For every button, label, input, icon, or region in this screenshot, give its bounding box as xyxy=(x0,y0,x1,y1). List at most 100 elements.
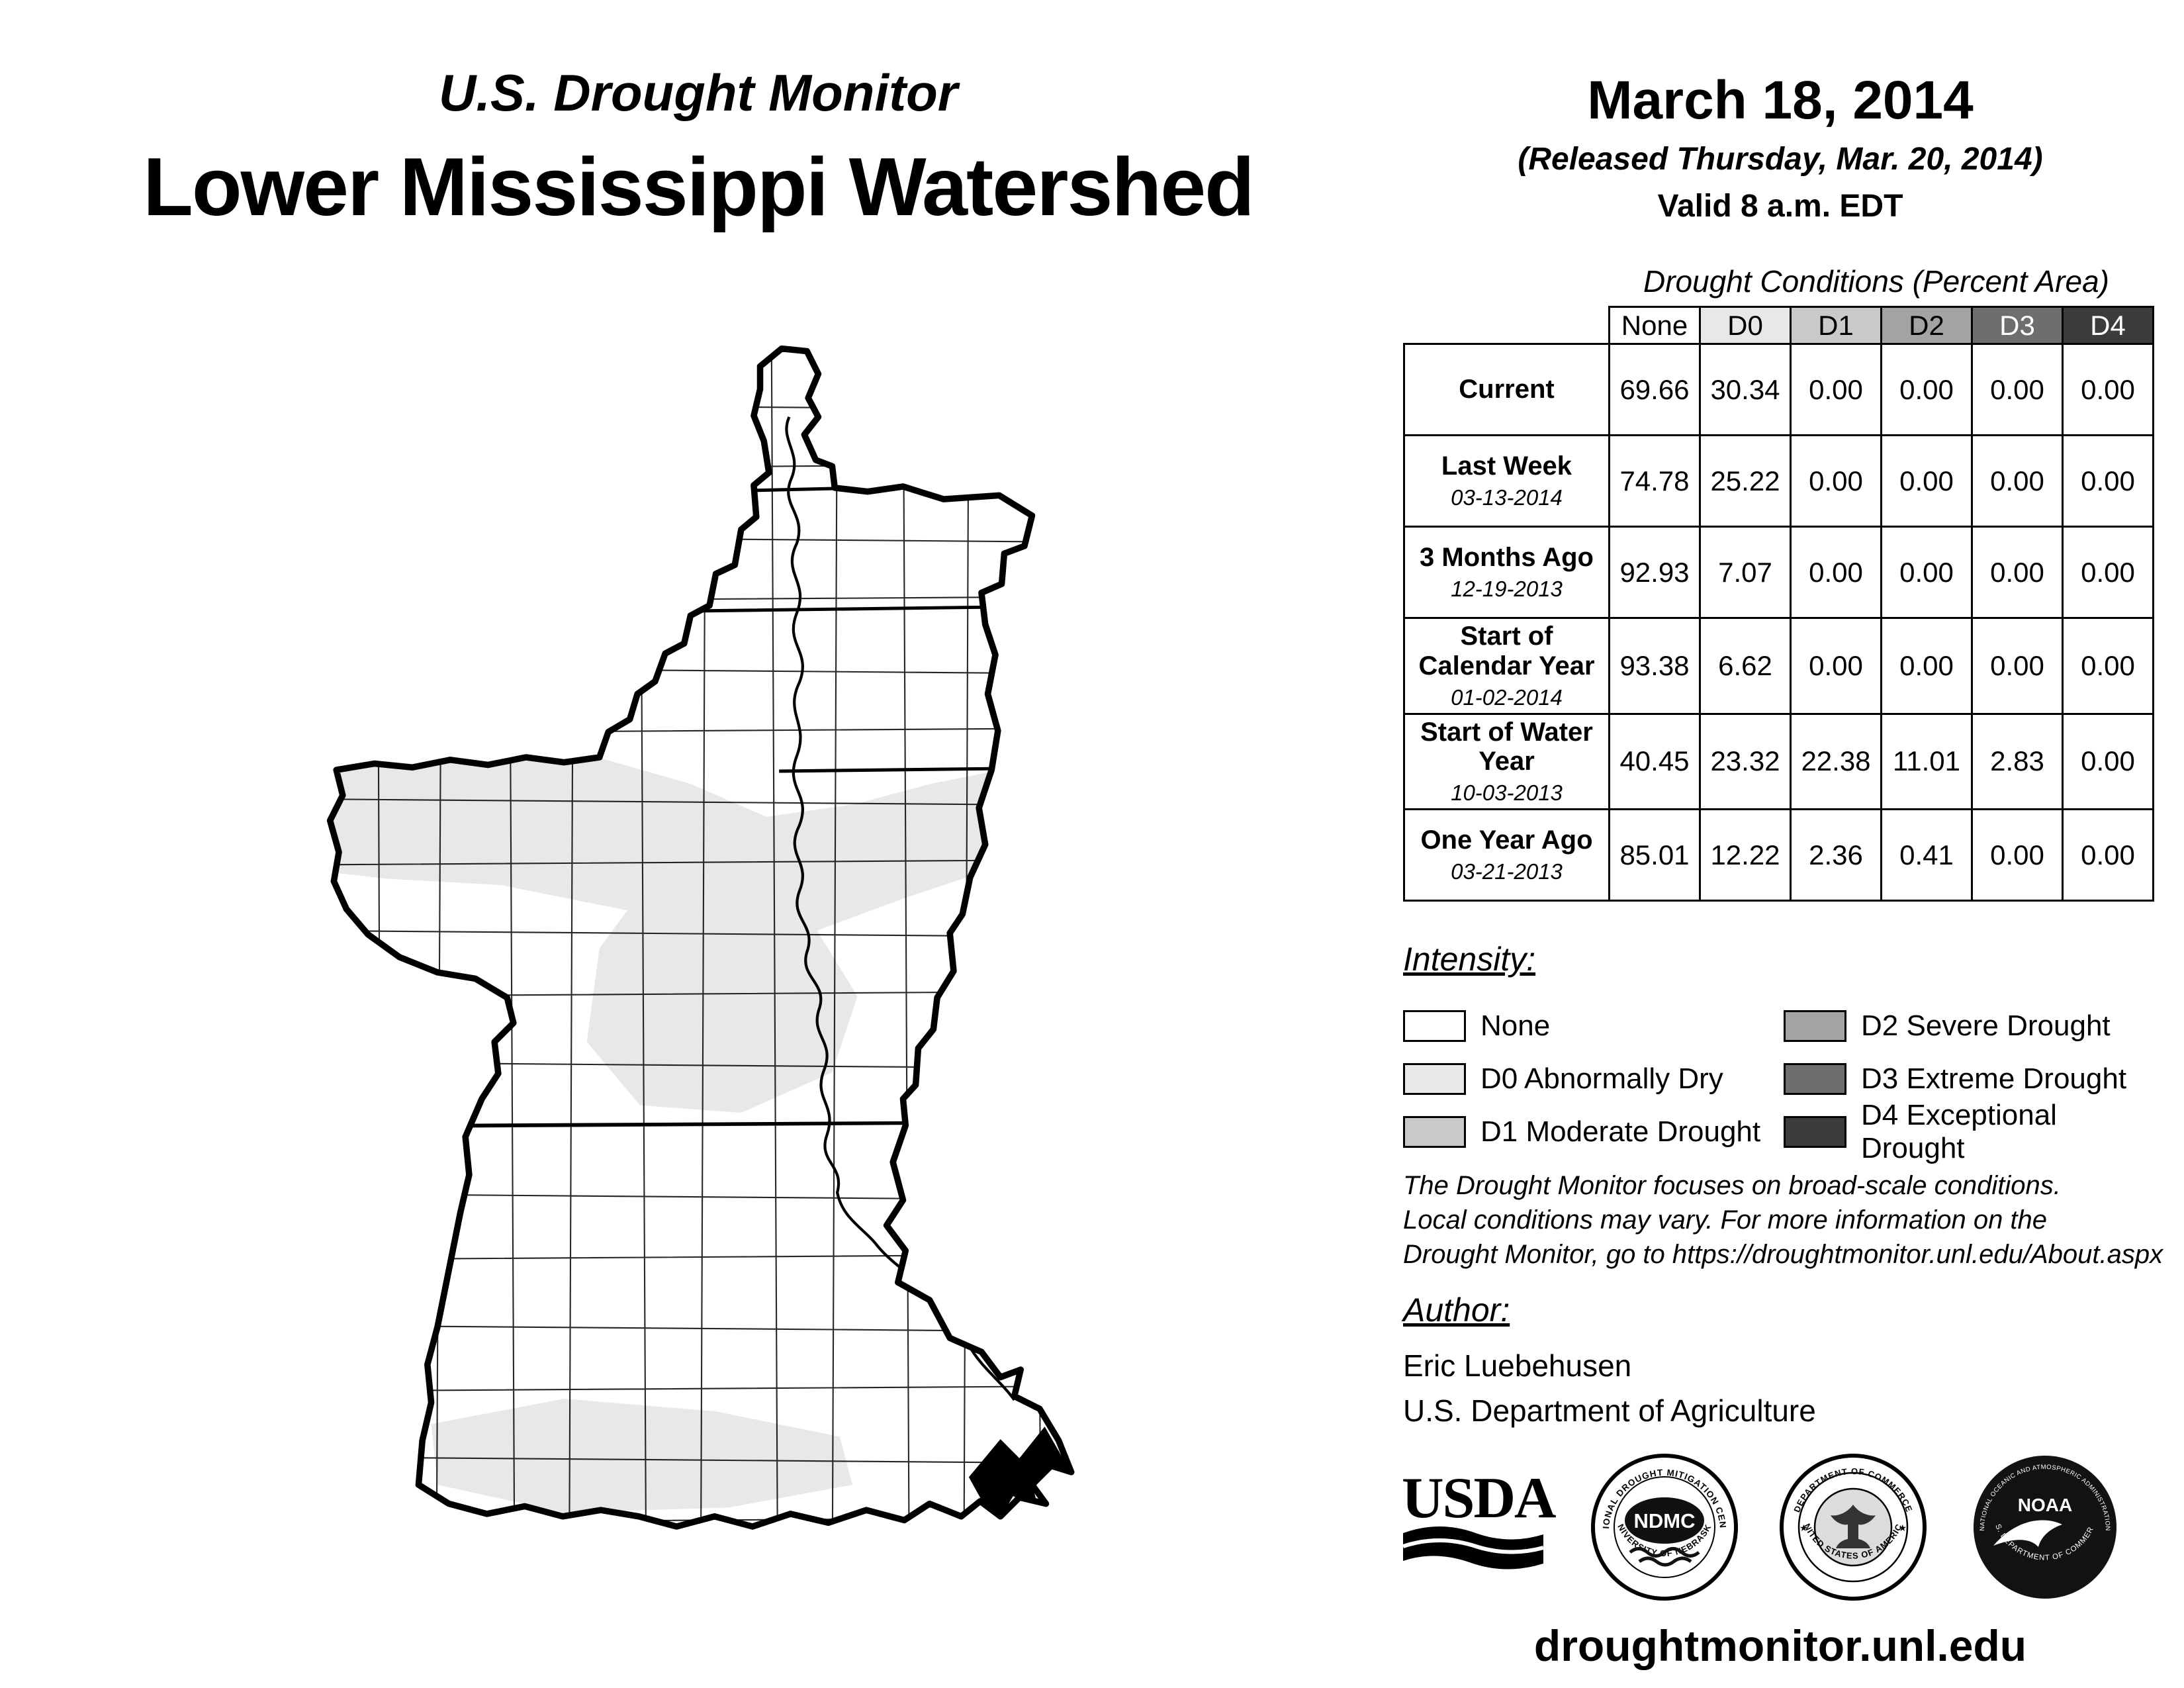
legend-title: Intensity: xyxy=(1403,941,1536,978)
col-header-d1: D1 xyxy=(1790,306,1882,345)
cell-value: 2.36 xyxy=(1790,808,1882,902)
row-label-start-water-year: Start of Water Year 10-03-2013 xyxy=(1403,712,1610,811)
row-label-start-calendar-year: Start of Calendar Year 01-02-2014 xyxy=(1403,617,1610,715)
author-block: Author: Eric Luebehusen U.S. Department … xyxy=(1403,1291,1816,1429)
usda-logo: USDA xyxy=(1402,1470,1557,1573)
cell-value: 0.00 xyxy=(1971,808,2064,902)
legend-swatch-d4 xyxy=(1784,1116,1846,1148)
table-row-one-year-ago: One Year Ago 03-21-2013 85.01 12.22 2.36… xyxy=(1403,808,2154,902)
cell-value: 0.00 xyxy=(1971,617,2064,715)
delta-birdfoot xyxy=(968,1427,1070,1518)
map-header: U.S. Drought Monitor Lower Mississippi W… xyxy=(36,63,1360,234)
legend-swatch-d2 xyxy=(1784,1010,1846,1042)
usda-field-symbol xyxy=(1402,1526,1544,1570)
date-block: March 18, 2014 (Released Thursday, Mar. … xyxy=(1416,70,2144,224)
table-row-current: Current 69.66 30.34 0.00 0.00 0.00 0.00 xyxy=(1403,343,2154,436)
cell-value: 69.66 xyxy=(1608,343,1701,436)
cell-value: 30.34 xyxy=(1699,343,1792,436)
cell-value: 0.00 xyxy=(1880,343,1973,436)
legend-swatch-d1 xyxy=(1403,1116,1466,1148)
table-header-row: None D0 D1 D2 D3 D4 xyxy=(1404,306,2154,345)
cell-value: 6.62 xyxy=(1699,617,1792,715)
legend-item-d4: D4 Exceptional Drought xyxy=(1784,1099,2164,1165)
valid-time: Valid 8 a.m. EDT xyxy=(1657,189,1903,224)
col-header-none: None xyxy=(1608,306,1701,345)
disclaimer-line-2: Local conditions may vary. For more info… xyxy=(1403,1205,2048,1235)
cell-value: 93.38 xyxy=(1608,617,1701,715)
cell-value: 12.22 xyxy=(1699,808,1792,902)
disclaimer: The Drought Monitor focuses on broad-sca… xyxy=(1403,1168,2177,1272)
cell-value: 0.00 xyxy=(1880,526,1973,619)
row-label-last-week: Last Week 03-13-2014 xyxy=(1403,434,1610,528)
noaa-logo-icon: NATIONAL OCEANIC AND ATMOSPHERIC ADMINIS… xyxy=(1971,1453,2116,1599)
row-label-3-months-ago: 3 Months Ago 12-19-2013 xyxy=(1403,526,1610,619)
cell-value: 0.00 xyxy=(1971,526,2064,619)
cell-value: 0.00 xyxy=(2062,712,2154,811)
cell-value: 0.00 xyxy=(1790,343,1882,436)
report-kicker: U.S. Drought Monitor xyxy=(438,64,958,122)
table-row-start-water-year: Start of Water Year 10-03-2013 40.45 23.… xyxy=(1403,712,2154,811)
legend-swatch-d0 xyxy=(1403,1063,1466,1095)
cell-value: 0.00 xyxy=(2062,434,2154,528)
cell-value: 0.41 xyxy=(1880,808,1973,902)
intensity-legend: Intensity: None D0 Abnormally Dry D1 Mod… xyxy=(1403,940,2158,1164)
cell-value: 23.32 xyxy=(1699,712,1792,811)
col-header-d0: D0 xyxy=(1699,306,1792,345)
state-boundaries xyxy=(453,486,1023,1127)
cell-value: 40.45 xyxy=(1608,712,1701,811)
disclaimer-line-3: Drought Monitor, go to https://droughtmo… xyxy=(1403,1240,2163,1269)
legend-item-d0: D0 Abnormally Dry xyxy=(1403,1062,1784,1096)
cell-value: 25.22 xyxy=(1699,434,1792,528)
author-name: Eric Luebehusen xyxy=(1403,1348,1632,1383)
col-header-d2: D2 xyxy=(1880,306,1973,345)
cell-value: 22.38 xyxy=(1790,712,1882,811)
legend-item-d3: D3 Extreme Drought xyxy=(1784,1062,2164,1096)
map-d0-band xyxy=(330,751,995,946)
seal-star-left: ★ xyxy=(1799,1523,1808,1533)
table-row-3-months-ago: 3 Months Ago 12-19-2013 92.93 7.07 0.00 … xyxy=(1403,526,2154,619)
legend-swatch-none xyxy=(1403,1010,1466,1042)
col-header-d4: D4 xyxy=(2062,306,2154,345)
row-label-one-year-ago: One Year Ago 03-21-2013 xyxy=(1403,808,1610,902)
ndmc-logo-icon: NATIONAL DROUGHT MITIGATION CENTER UNIVE… xyxy=(1590,1453,1738,1601)
legend-item-d2: D2 Severe Drought xyxy=(1784,1009,2164,1043)
legend-item-none: None xyxy=(1403,1009,1784,1043)
cell-value: 0.00 xyxy=(1880,434,1973,528)
cell-value: 11.01 xyxy=(1880,712,1973,811)
legend-item-d1: D1 Moderate Drought xyxy=(1403,1115,1784,1149)
watershed-outline xyxy=(326,345,1075,1530)
legend-grid: None D0 Abnormally Dry D1 Moderate Droug… xyxy=(1403,1000,2158,1164)
cell-value: 0.00 xyxy=(1880,617,1973,715)
released-date: (Released Thursday, Mar. 20, 2014) xyxy=(1518,142,2043,177)
commerce-seal-icon: DEPARTMENT OF COMMERCE UNITED STATES OF … xyxy=(1779,1453,1927,1601)
cell-value: 85.01 xyxy=(1608,808,1701,902)
author-title: Author: xyxy=(1403,1291,1510,1329)
cell-value: 0.00 xyxy=(1790,434,1882,528)
cell-value: 0.00 xyxy=(2062,526,2154,619)
page-title: Lower Mississippi Watershed xyxy=(143,142,1255,233)
table-row-start-calendar-year: Start of Calendar Year 01-02-2014 93.38 … xyxy=(1403,617,2154,715)
table-corner xyxy=(1404,307,1610,344)
cell-value: 0.00 xyxy=(1971,343,2064,436)
cell-value: 0.00 xyxy=(1971,434,2064,528)
mississippi-river xyxy=(785,416,1016,1401)
ndmc-label: NDMC xyxy=(1634,1509,1696,1532)
cell-value: 0.00 xyxy=(1790,526,1882,619)
legend-swatch-d3 xyxy=(1784,1063,1846,1095)
cell-value: 92.93 xyxy=(1608,526,1701,619)
cell-value: 0.00 xyxy=(2062,808,2154,902)
col-header-d3: D3 xyxy=(1971,306,2064,345)
map-d0-coastal xyxy=(431,1399,853,1513)
site-url: droughtmonitor.unl.edu xyxy=(1533,1621,2027,1670)
disclaimer-line-1: The Drought Monitor focuses on broad-sca… xyxy=(1403,1171,2061,1200)
author-org: U.S. Department of Agriculture xyxy=(1403,1393,1816,1428)
map-d0-central xyxy=(586,910,858,1113)
drought-conditions-table: None D0 D1 D2 D3 D4 Current 69.66 30.34 … xyxy=(1403,306,2154,902)
cell-value: 0.00 xyxy=(2062,617,2154,715)
table-title: Drought Conditions (Percent Area) xyxy=(1643,264,2109,299)
cell-value: 2.83 xyxy=(1971,712,2064,811)
noaa-label: NOAA xyxy=(2018,1495,2072,1515)
report-date: March 18, 2014 xyxy=(1587,70,1974,130)
cell-value: 0.00 xyxy=(1790,617,1882,715)
